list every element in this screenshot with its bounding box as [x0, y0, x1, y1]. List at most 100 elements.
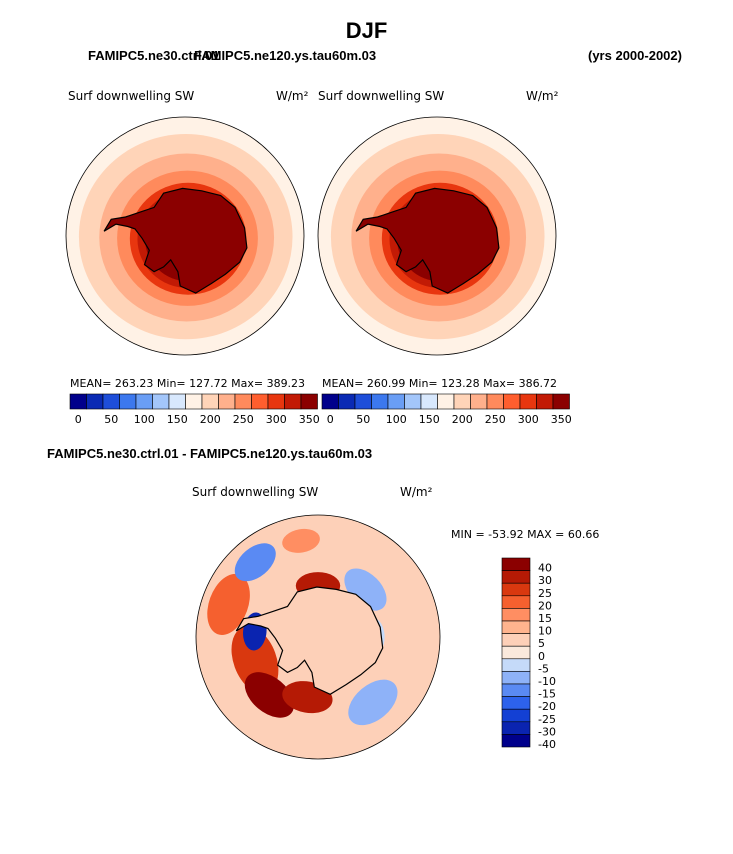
colorbar-cell [501, 683, 531, 697]
case-b-label: FAMIPC5.ne120.ys.tau60m.03 [194, 48, 377, 63]
ctrl-map-colorbar: 0 50 100 150 200 250 300 350 [69, 393, 320, 426]
coastline [355, 187, 500, 294]
test-map [317, 116, 557, 356]
colorbar-cell [119, 393, 137, 410]
map-border [195, 514, 441, 760]
colorbar-cell [501, 557, 531, 571]
colorbar-cell [86, 393, 104, 410]
colorbar-cell [354, 393, 372, 410]
colorbar-tick-label: 0 [327, 413, 334, 426]
colorbar-tick-label: 100 [134, 413, 155, 426]
map-border [317, 116, 557, 356]
colorbar-tick-label: 300 [518, 413, 539, 426]
colorbar-tick-label: -20 [538, 700, 556, 713]
colorbar-cell [536, 393, 554, 410]
colorbar-cell [453, 393, 471, 410]
continent-fill [356, 188, 499, 294]
colorbar-tick-label: 150 [167, 413, 188, 426]
colorbar-tick-label: 10 [538, 625, 552, 638]
colorbar-cell [486, 393, 504, 410]
map-border [65, 116, 305, 356]
colorbar-cell [201, 393, 219, 410]
colorbar-tick-label: 350 [551, 413, 572, 426]
colorbar-cell [267, 393, 285, 410]
diff-map-units: W/m² [400, 485, 433, 499]
colorbar-cell [102, 393, 120, 410]
ctrl-map-units: W/m² [276, 89, 309, 103]
colorbar-tick-label: 200 [200, 413, 221, 426]
colorbar-cell [519, 393, 537, 410]
colorbar-cell [152, 393, 170, 410]
colorbar-tick-label: 30 [538, 574, 552, 587]
colorbar-cell [501, 696, 531, 710]
test-map-units: W/m² [526, 89, 559, 103]
colorbar-cell [501, 645, 531, 660]
diff-title: FAMIPC5.ne30.ctrl.01 - FAMIPC5.ne120.ys.… [47, 446, 373, 461]
colorbar-cell [338, 393, 356, 410]
colorbar-tick-label: 20 [538, 599, 552, 612]
colorbar-cell [168, 393, 186, 410]
diff-anomaly-3 [207, 573, 250, 635]
colorbar-tick-label: 150 [419, 413, 440, 426]
colorbar-cell [552, 393, 570, 410]
colorbar-cell [501, 734, 531, 748]
season-title: DJF [345, 18, 388, 43]
colorbar-cell [251, 393, 269, 410]
colorbar-cell [501, 708, 531, 723]
colorbar-tick-label: 40 [538, 562, 552, 575]
colorbar-cell [501, 671, 531, 685]
years-label: (yrs 2000-2002) [588, 48, 682, 63]
colorbar-cell [437, 393, 455, 410]
colorbar-tick-label: 250 [485, 413, 506, 426]
colorbar-cell [501, 658, 531, 672]
colorbar-cell [218, 393, 236, 410]
colorbar-cell [321, 393, 339, 410]
test-map-title: Surf downwelling SW [318, 89, 445, 103]
colorbar-cell [135, 393, 153, 410]
colorbar-tick-label: 25 [538, 587, 552, 600]
diff-map-stats: MIN = -53.92 MAX = 60.66 [451, 528, 600, 541]
colorbar-cell [503, 393, 521, 410]
colorbar-tick-label: 50 [356, 413, 370, 426]
colorbar-tick-label: -25 [538, 713, 556, 726]
coastline [103, 187, 248, 294]
colorbar-tick-label: -15 [538, 688, 556, 701]
colorbar-tick-label: 250 [233, 413, 254, 426]
colorbar-tick-label: -30 [538, 725, 556, 738]
colorbar-cell [371, 393, 389, 410]
colorbar-cell [501, 570, 531, 584]
test-map-colorbar: 0 50 100 150 200 250 300 350 [321, 393, 572, 426]
diff-anomaly-7 [348, 679, 398, 726]
colorbar-cell [470, 393, 488, 410]
colorbar-cell [284, 393, 302, 410]
diff-anomaly-1 [244, 672, 294, 718]
colorbar-cell [420, 393, 438, 410]
colorbar-cell [300, 393, 318, 410]
colorbar-tick-label: 0 [538, 650, 545, 663]
colorbar-cell [387, 393, 405, 410]
colorbar-cell [501, 608, 531, 622]
colorbar-cell [501, 582, 531, 597]
continent-fill [104, 188, 247, 294]
colorbar-tick-label: 350 [299, 413, 320, 426]
colorbar-cell [501, 595, 531, 609]
diff-anomaly-10 [282, 528, 320, 553]
continent-fill [236, 587, 383, 695]
colorbar-cell [501, 633, 531, 647]
ctrl-map-title: Surf downwelling SW [68, 89, 195, 103]
ctrl-map [65, 116, 305, 356]
colorbar-tick-label: -10 [538, 675, 556, 688]
case-a-label: FAMIPC5.ne30.ctrl.01 [88, 48, 220, 63]
colorbar-tick-label: 100 [386, 413, 407, 426]
coastline [235, 586, 384, 695]
colorbar-tick-label: 200 [452, 413, 473, 426]
colorbar-cell [501, 620, 531, 634]
colorbar-cell [404, 393, 422, 410]
colorbar-tick-label: 300 [266, 413, 287, 426]
colorbar-cell [234, 393, 252, 410]
colorbar-cell [501, 721, 531, 735]
diff-map-title: Surf downwelling SW [192, 485, 319, 499]
colorbar-cell [69, 393, 87, 410]
